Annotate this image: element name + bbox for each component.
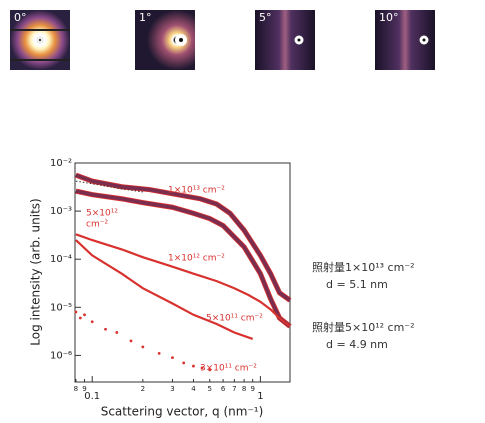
x-tick-label: 0.1 (84, 391, 100, 402)
annotation: 5×10¹² (86, 209, 118, 219)
annotation: 1×10¹³ cm⁻² (168, 186, 225, 196)
point (141, 345, 145, 349)
point (171, 356, 174, 360)
y-tick-label: 10⁻⁴ (50, 254, 72, 265)
point (192, 364, 195, 368)
point (83, 313, 86, 317)
curve (75, 233, 291, 328)
point (78, 316, 82, 320)
x-tick-label: 1 (257, 391, 263, 402)
y-tick-label: 10⁻² (50, 158, 72, 169)
annotation: cm⁻² (86, 220, 108, 230)
x-tick-label: 9 (250, 385, 254, 393)
curve (75, 189, 292, 328)
image-centers (10, 29, 429, 61)
point (182, 361, 186, 365)
note: d = 4.9 nm (326, 338, 388, 351)
note: d = 5.1 nm (326, 278, 388, 291)
point (90, 320, 94, 324)
point (200, 366, 204, 370)
x-tick-label: 8 (242, 385, 246, 393)
plot-frame (74, 162, 291, 383)
y-tick-label: 10⁻³ (50, 206, 72, 217)
x-tick-label: 8 (74, 385, 78, 393)
point (74, 310, 78, 314)
point (104, 327, 107, 331)
x-tick-label: 9 (82, 385, 86, 393)
annotation: 3×10¹¹ cm⁻² (200, 364, 257, 374)
note: 照射量1×10¹³ cm⁻² (312, 260, 415, 274)
x-tick-label: 3 (170, 385, 174, 393)
annotation: 5×10¹¹ cm⁻² (206, 314, 263, 324)
curve (75, 239, 254, 340)
annotation: 1×10¹² cm⁻² (168, 254, 225, 264)
point (208, 368, 212, 372)
x-tick-label: 7 (232, 385, 236, 393)
y-tick-label: 10⁻⁶ (50, 350, 72, 361)
image-label: 10° (379, 11, 399, 24)
x-tick-label: 5 (208, 385, 212, 393)
image-label: 1° (139, 11, 152, 24)
point (157, 352, 161, 355)
curve (75, 180, 143, 193)
image-2 (255, 10, 315, 70)
x-axis-label: Scattering vector, q (nm⁻¹) (101, 405, 264, 419)
y-axis-label: Log intensity (arb. units) (29, 198, 43, 346)
note: 照射量5×10¹² cm⁻² (312, 320, 415, 334)
x-tick-label: 6 (221, 385, 226, 393)
image-label: 0° (14, 11, 27, 24)
image-label: 5° (259, 11, 272, 24)
y-tick-label: 10⁻⁵ (50, 302, 72, 313)
point (129, 339, 133, 343)
x-tick-label: 2 (141, 385, 145, 393)
curve (75, 173, 292, 302)
point (115, 331, 119, 334)
x-tick-label: 4 (191, 385, 196, 393)
